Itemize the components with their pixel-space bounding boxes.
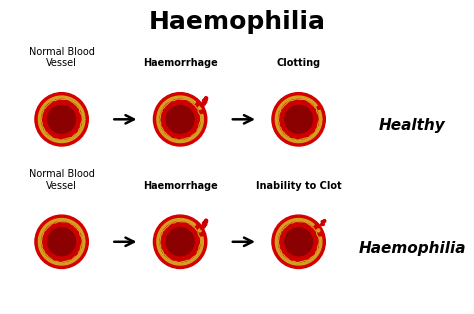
Circle shape	[317, 229, 320, 232]
Text: Healthy: Healthy	[379, 118, 446, 133]
Circle shape	[202, 226, 204, 228]
Circle shape	[201, 104, 204, 107]
Circle shape	[166, 228, 194, 256]
Circle shape	[323, 219, 326, 222]
Text: Inability to Clot: Inability to Clot	[256, 181, 341, 191]
Circle shape	[279, 99, 319, 139]
Circle shape	[203, 100, 205, 102]
Circle shape	[203, 223, 205, 225]
Circle shape	[198, 229, 201, 232]
Circle shape	[204, 223, 207, 226]
Polygon shape	[38, 96, 85, 143]
Circle shape	[202, 101, 205, 104]
Circle shape	[285, 228, 312, 256]
Circle shape	[321, 220, 324, 223]
Circle shape	[204, 219, 208, 222]
Circle shape	[204, 220, 208, 224]
Circle shape	[160, 99, 200, 139]
Circle shape	[35, 93, 88, 146]
Circle shape	[42, 222, 82, 262]
Circle shape	[272, 93, 325, 146]
Polygon shape	[157, 219, 203, 265]
Circle shape	[320, 224, 322, 225]
Text: Normal Blood
Vessel: Normal Blood Vessel	[29, 169, 94, 191]
Circle shape	[279, 222, 319, 262]
Polygon shape	[38, 219, 85, 265]
Circle shape	[204, 97, 208, 100]
Circle shape	[202, 223, 205, 226]
Circle shape	[323, 220, 326, 222]
Polygon shape	[275, 96, 322, 143]
Circle shape	[202, 99, 206, 102]
Text: Normal Blood
Vessel: Normal Blood Vessel	[29, 47, 94, 68]
Circle shape	[201, 104, 203, 106]
Circle shape	[317, 106, 320, 109]
Circle shape	[204, 100, 207, 103]
Circle shape	[202, 221, 206, 225]
Circle shape	[201, 227, 204, 230]
Text: Haemorrhage: Haemorrhage	[143, 58, 218, 68]
Circle shape	[198, 106, 201, 109]
Circle shape	[322, 222, 324, 224]
Circle shape	[35, 215, 88, 268]
Polygon shape	[157, 96, 203, 143]
Polygon shape	[275, 219, 322, 265]
Circle shape	[166, 106, 194, 133]
Text: Haemorrhage: Haemorrhage	[143, 181, 218, 191]
Circle shape	[160, 222, 200, 262]
Circle shape	[154, 215, 207, 268]
Circle shape	[48, 228, 75, 256]
Circle shape	[154, 93, 207, 146]
Text: Haemophilia: Haemophilia	[148, 10, 326, 34]
Circle shape	[48, 106, 75, 133]
Circle shape	[203, 103, 205, 105]
Circle shape	[285, 106, 312, 133]
Circle shape	[42, 99, 82, 139]
Circle shape	[272, 215, 325, 268]
Circle shape	[204, 98, 208, 101]
Circle shape	[201, 226, 203, 228]
Text: Clotting: Clotting	[276, 58, 321, 68]
Circle shape	[322, 223, 324, 225]
Circle shape	[203, 225, 205, 228]
Circle shape	[202, 103, 204, 105]
Text: Haemophilia: Haemophilia	[359, 241, 466, 256]
